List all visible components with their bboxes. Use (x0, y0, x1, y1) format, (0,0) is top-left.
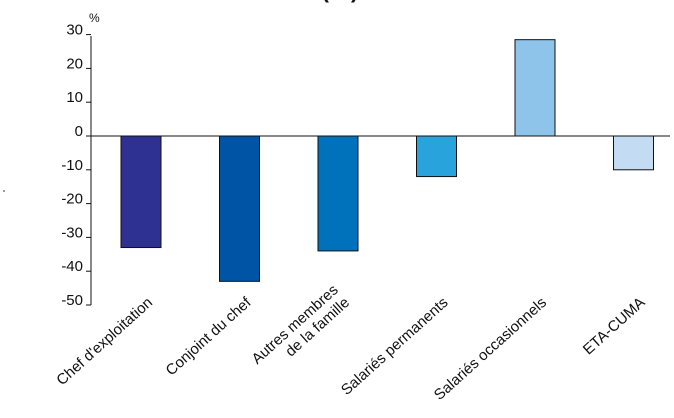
y-axis-unit: % (89, 11, 100, 25)
y-tick-label: -30 (61, 224, 83, 241)
y-tick-label: -10 (61, 157, 83, 174)
y-axis-ticks: 30 20 10 0 -10 -20 -30 -40 -50 (61, 22, 91, 309)
x-category-label-line: Salariés permanents (338, 294, 452, 399)
bar (416, 135, 457, 178)
y-tick-label: 30 (66, 22, 83, 39)
x-category-label: Salariés permanents (338, 294, 452, 399)
bar (317, 135, 359, 252)
bar (120, 135, 162, 249)
x-category-label: Salariés occasionnels (431, 294, 550, 404)
x-category-label-line: Salariés occasionnels (431, 294, 550, 404)
y-tick-label: -40 (61, 258, 83, 275)
bar (613, 135, 654, 171)
y-tick-label: 20 (66, 55, 83, 72)
chart-title-fragment: (…) (322, 0, 359, 3)
y-tick-label: 10 (66, 89, 83, 106)
x-category-label: ETA-CUMA (580, 294, 649, 358)
bar (219, 135, 260, 282)
x-category-label-line: ETA-CUMA (580, 294, 649, 358)
x-axis-labels: Chef d'exploitation Conjoint du chefAutre… (53, 281, 648, 403)
y-tick-label: 0 (75, 123, 83, 140)
y-tick-label: -20 (61, 191, 83, 208)
x-category-label: Conjoint du chef (163, 293, 256, 379)
bar (514, 39, 556, 137)
bars (120, 39, 654, 282)
y-tick-label: -50 (61, 292, 83, 309)
x-category-label-line: Conjoint du chef (163, 293, 256, 379)
